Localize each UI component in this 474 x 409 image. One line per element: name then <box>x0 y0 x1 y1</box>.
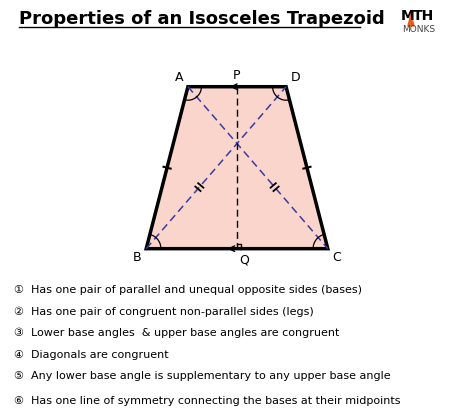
Text: ④  Diagonals are congruent: ④ Diagonals are congruent <box>14 350 169 360</box>
Text: ⑥  Has one line of symmetry connecting the bases at their midpoints: ⑥ Has one line of symmetry connecting th… <box>14 396 401 405</box>
Text: Q: Q <box>239 254 249 267</box>
Text: B: B <box>133 251 141 264</box>
Text: ②  Has one pair of congruent non-parallel sides (legs): ② Has one pair of congruent non-parallel… <box>14 306 314 317</box>
Text: MONKS: MONKS <box>402 25 435 34</box>
Text: TH: TH <box>413 9 435 23</box>
Polygon shape <box>407 11 415 27</box>
Text: C: C <box>333 251 341 264</box>
Text: P: P <box>233 69 241 82</box>
Text: D: D <box>291 71 301 84</box>
Text: ①  Has one pair of parallel and unequal opposite sides (bases): ① Has one pair of parallel and unequal o… <box>14 285 362 295</box>
Text: Properties of an Isosceles Trapezoid: Properties of an Isosceles Trapezoid <box>19 10 385 28</box>
Text: M: M <box>401 9 414 23</box>
Polygon shape <box>146 87 328 249</box>
Text: A: A <box>174 71 183 84</box>
Text: ③  Lower base angles  & upper base angles are congruent: ③ Lower base angles & upper base angles … <box>14 328 339 338</box>
Text: ⑤  Any lower base angle is supplementary to any upper base angle: ⑤ Any lower base angle is supplementary … <box>14 371 391 381</box>
